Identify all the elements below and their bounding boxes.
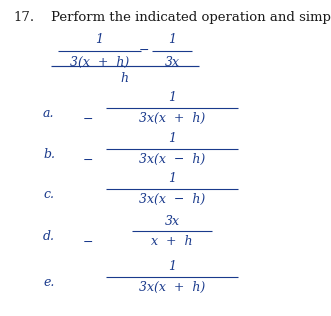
- Text: −: −: [82, 154, 93, 167]
- Text: 1: 1: [168, 33, 176, 46]
- Text: 3x: 3x: [165, 215, 180, 228]
- Text: b.: b.: [43, 148, 55, 161]
- Text: 3x(x  −  h): 3x(x − h): [139, 153, 205, 166]
- Text: e.: e.: [43, 276, 54, 289]
- Text: x  +  h: x + h: [151, 235, 193, 248]
- Text: 1: 1: [168, 132, 176, 145]
- Text: 1: 1: [168, 172, 176, 185]
- Text: −: −: [139, 44, 149, 57]
- Text: −: −: [82, 113, 93, 126]
- Text: 3(x  +  h): 3(x + h): [70, 56, 129, 69]
- Text: 1: 1: [168, 91, 176, 104]
- Text: 3x(x  +  h): 3x(x + h): [139, 281, 205, 294]
- Text: d.: d.: [43, 230, 55, 244]
- Text: Perform the indicated operation and simplify.: Perform the indicated operation and simp…: [51, 11, 331, 24]
- Text: 17.: 17.: [13, 11, 34, 24]
- Text: −: −: [82, 236, 93, 249]
- Text: 3x(x  −  h): 3x(x − h): [139, 193, 205, 206]
- Text: a.: a.: [43, 107, 55, 120]
- Text: h: h: [120, 72, 128, 85]
- Text: c.: c.: [43, 188, 54, 201]
- Text: 3x(x  +  h): 3x(x + h): [139, 112, 205, 125]
- Text: 3x: 3x: [165, 56, 180, 69]
- Text: 1: 1: [168, 260, 176, 273]
- Text: 1: 1: [95, 33, 103, 46]
